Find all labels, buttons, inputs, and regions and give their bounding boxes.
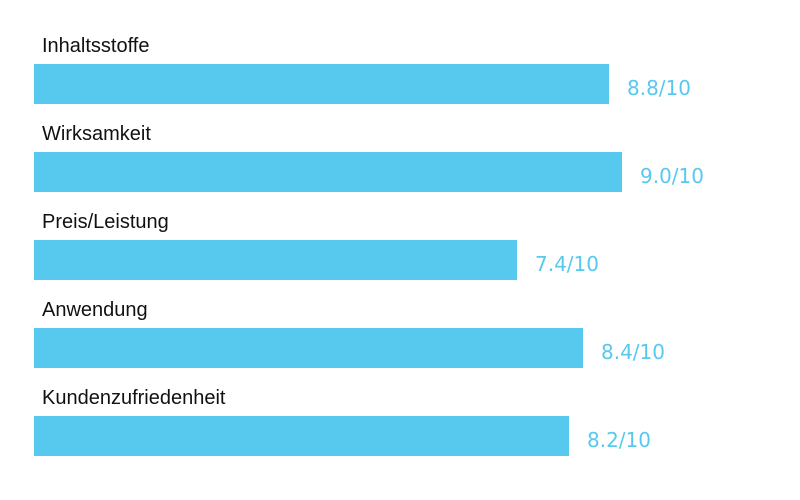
bar bbox=[34, 64, 609, 104]
value-label: 8.8/10 bbox=[627, 76, 691, 100]
category-label: Kundenzufriedenheit bbox=[42, 387, 226, 409]
value-label: 9.0/10 bbox=[640, 164, 704, 188]
bar bbox=[34, 240, 517, 280]
category-label: Inhaltsstoffe bbox=[42, 35, 150, 57]
category-label: Preis/Leistung bbox=[42, 211, 169, 233]
bar bbox=[34, 152, 622, 192]
value-label: 7.4/10 bbox=[535, 252, 599, 276]
value-label: 8.4/10 bbox=[601, 340, 665, 364]
bar bbox=[34, 416, 569, 456]
value-label: 8.2/10 bbox=[587, 428, 651, 452]
category-label: Wirksamkeit bbox=[42, 123, 151, 145]
category-label: Anwendung bbox=[42, 299, 148, 321]
bar bbox=[34, 328, 583, 368]
